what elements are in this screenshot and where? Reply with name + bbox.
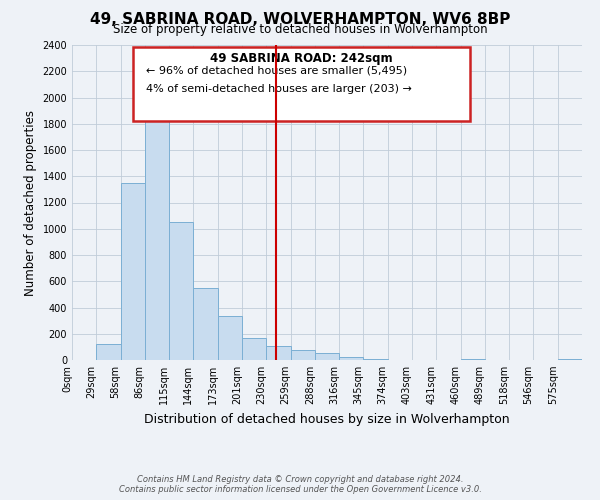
Bar <box>218 316 242 360</box>
Bar <box>96 344 121 360</box>
Text: 49 SABRINA ROAD: 242sqm: 49 SABRINA ROAD: 242sqm <box>210 52 393 65</box>
Bar <box>121 183 145 360</box>
Bar <box>169 222 193 360</box>
Text: 49, SABRINA ROAD, WOLVERHAMPTON, WV6 8BP: 49, SABRINA ROAD, WOLVERHAMPTON, WV6 8BP <box>90 12 510 28</box>
Bar <box>193 288 218 360</box>
Bar <box>339 356 364 360</box>
Bar <box>461 358 485 360</box>
Bar <box>315 353 339 360</box>
Bar <box>364 358 388 360</box>
Y-axis label: Number of detached properties: Number of detached properties <box>24 110 37 296</box>
Bar <box>266 346 290 360</box>
Text: 4% of semi-detached houses are larger (203) →: 4% of semi-detached houses are larger (2… <box>146 84 412 94</box>
FancyBboxPatch shape <box>133 46 470 120</box>
Bar <box>145 114 169 360</box>
Text: ← 96% of detached houses are smaller (5,495): ← 96% of detached houses are smaller (5,… <box>146 66 407 76</box>
Text: Size of property relative to detached houses in Wolverhampton: Size of property relative to detached ho… <box>113 22 487 36</box>
Text: Contains HM Land Registry data © Crown copyright and database right 2024.
Contai: Contains HM Land Registry data © Crown c… <box>119 474 481 494</box>
Bar <box>242 338 266 360</box>
Bar <box>290 350 315 360</box>
X-axis label: Distribution of detached houses by size in Wolverhampton: Distribution of detached houses by size … <box>144 412 510 426</box>
